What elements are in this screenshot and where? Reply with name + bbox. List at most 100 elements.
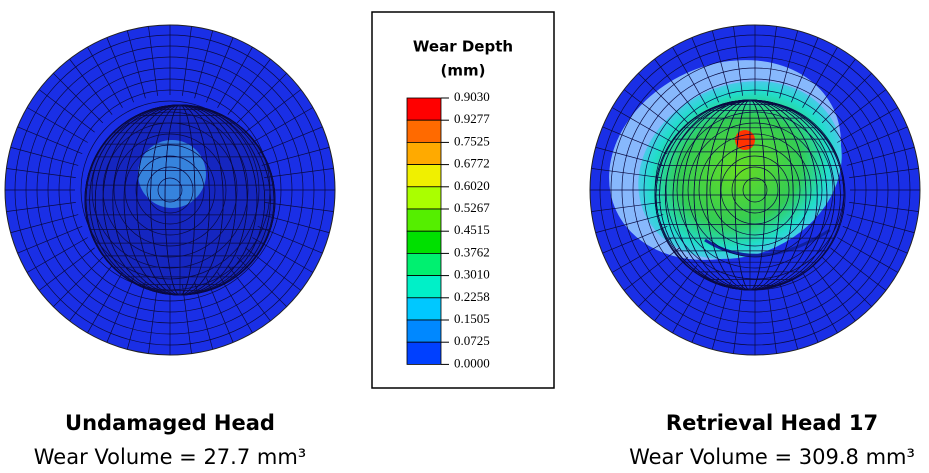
mesh-ring bbox=[676, 111, 834, 269]
mesh-ring bbox=[698, 133, 812, 247]
mesh-spoke bbox=[104, 277, 134, 348]
mesh-spoke bbox=[846, 214, 920, 235]
mesh-spoke bbox=[125, 281, 146, 355]
mesh-spoke bbox=[22, 104, 88, 143]
legend-band bbox=[406, 297, 442, 321]
mesh-spoke bbox=[590, 214, 664, 235]
legend-band bbox=[406, 319, 442, 343]
mesh-spoke bbox=[227, 54, 274, 115]
mesh-spoke bbox=[619, 247, 680, 294]
legend-label: 0.9277 bbox=[454, 111, 490, 126]
mesh-spoke bbox=[252, 104, 318, 143]
mesh-spoke bbox=[245, 86, 306, 133]
mesh-spoke bbox=[194, 25, 215, 99]
mesh-spoke bbox=[147, 284, 158, 355]
legend-label: 0.9030 bbox=[454, 89, 490, 104]
mesh-spoke bbox=[590, 202, 661, 213]
mesh-spoke bbox=[12, 226, 83, 256]
mesh-spoke bbox=[12, 124, 83, 154]
legend-band bbox=[406, 252, 442, 276]
legend-label: 0.0000 bbox=[454, 355, 490, 370]
mesh-spoke bbox=[710, 281, 731, 355]
mesh-spoke bbox=[732, 25, 743, 96]
mesh-spoke bbox=[634, 256, 689, 311]
mesh-spoke bbox=[5, 202, 76, 213]
legend-label: 0.6020 bbox=[454, 178, 490, 193]
mesh-spoke bbox=[182, 284, 193, 355]
mesh-spoke bbox=[689, 32, 719, 103]
legend-box bbox=[371, 11, 555, 389]
mesh-ring bbox=[135, 155, 205, 225]
mesh-spoke bbox=[182, 25, 193, 96]
mesh-spoke bbox=[5, 145, 79, 166]
legend-band bbox=[406, 208, 442, 232]
mesh-spoke bbox=[49, 69, 104, 124]
legend-band bbox=[406, 141, 442, 165]
mesh-spoke bbox=[830, 86, 891, 133]
mesh-spoke bbox=[837, 237, 903, 276]
mesh-spoke bbox=[779, 281, 800, 355]
mesh-spoke bbox=[257, 124, 328, 154]
mesh-spoke bbox=[84, 42, 123, 108]
mesh-spoke bbox=[590, 145, 664, 166]
legend-band bbox=[406, 97, 442, 121]
mesh-spoke bbox=[194, 281, 215, 355]
panel-caption: Wear Volume = 27.7 mm³ bbox=[34, 445, 306, 469]
legend-label: 0.2258 bbox=[454, 289, 490, 304]
mesh-spoke bbox=[812, 54, 859, 115]
legend-band bbox=[406, 164, 442, 188]
mesh-spoke bbox=[779, 25, 800, 99]
mesh-spoke bbox=[689, 277, 719, 348]
legend-label: 0.6772 bbox=[454, 156, 490, 171]
mesh-spoke bbox=[830, 247, 891, 294]
mesh-spoke bbox=[66, 265, 113, 326]
legend-band bbox=[406, 275, 442, 299]
mesh-spoke bbox=[264, 202, 335, 213]
mesh-meridian bbox=[84, 104, 276, 296]
mesh-spoke bbox=[84, 272, 123, 338]
mesh-spoke bbox=[849, 202, 920, 213]
mesh-spoke bbox=[147, 25, 158, 96]
mesh-spoke bbox=[597, 226, 668, 256]
mesh-spoke bbox=[791, 32, 821, 103]
legend-label: 0.3762 bbox=[454, 244, 490, 259]
mesh-spoke bbox=[597, 124, 668, 154]
mesh-spoke bbox=[812, 265, 859, 326]
legend-label: 0.7525 bbox=[454, 133, 490, 148]
mesh-spoke bbox=[849, 167, 920, 178]
mesh-spoke bbox=[217, 42, 256, 108]
panel-title: Retrieval Head 17 bbox=[666, 411, 878, 435]
mesh-spoke bbox=[261, 214, 335, 235]
mesh-spoke bbox=[257, 226, 328, 256]
mesh-ring bbox=[91, 111, 249, 269]
mesh-spoke bbox=[34, 247, 95, 294]
mesh-spoke bbox=[669, 272, 708, 338]
mesh-spoke bbox=[732, 284, 743, 355]
mesh-spoke bbox=[264, 167, 335, 178]
mesh-spoke bbox=[125, 25, 146, 99]
undamaged-head-model bbox=[4, 24, 336, 356]
legend-title: Wear Depth bbox=[413, 38, 513, 56]
mesh-spoke bbox=[104, 32, 134, 103]
mesh-spoke bbox=[634, 69, 689, 124]
legend-label: 0.1505 bbox=[454, 311, 490, 326]
mesh-ring bbox=[731, 166, 779, 214]
mesh-ring bbox=[709, 144, 801, 236]
mesh-spoke bbox=[791, 277, 821, 348]
mesh-spoke bbox=[802, 42, 841, 108]
mesh-spoke bbox=[767, 25, 778, 96]
mesh-spoke bbox=[651, 265, 698, 326]
mesh-spoke bbox=[802, 272, 841, 338]
legend-label: 0.5267 bbox=[454, 200, 490, 215]
mesh-spoke bbox=[821, 256, 876, 311]
retrieval-head-model bbox=[589, 24, 921, 356]
mesh-spoke bbox=[5, 214, 79, 235]
legend-band bbox=[406, 341, 442, 365]
mesh-spoke bbox=[846, 145, 920, 166]
legend-band bbox=[406, 230, 442, 254]
mesh-spoke bbox=[607, 237, 673, 276]
legend-band bbox=[406, 186, 442, 210]
mesh-ring bbox=[687, 122, 823, 258]
mesh-spoke bbox=[842, 226, 913, 256]
